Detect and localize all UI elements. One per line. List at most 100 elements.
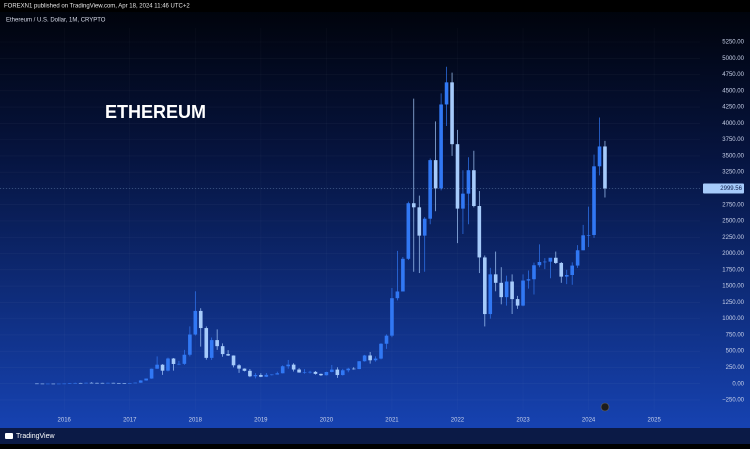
candle-body — [220, 346, 225, 355]
candle-body — [122, 383, 127, 384]
candle-body — [286, 364, 290, 367]
y-tick-label: 1750.00 — [722, 267, 744, 273]
y-tick-label: 1250.00 — [722, 300, 744, 306]
candle-body — [204, 328, 209, 358]
candle-body — [198, 310, 203, 329]
candle-body — [171, 358, 176, 364]
candle-body — [575, 250, 580, 266]
candle-body — [302, 371, 307, 373]
candle-body — [493, 274, 498, 283]
y-tick-label: 4250.00 — [722, 105, 744, 111]
candle-body — [35, 383, 39, 385]
candle-body — [428, 160, 432, 219]
candle-body — [532, 265, 536, 280]
y-tick-label: 2000.00 — [722, 251, 744, 257]
candle-body — [100, 382, 105, 384]
candle-body — [155, 364, 159, 369]
candle-body — [422, 218, 427, 236]
icon — [600, 402, 610, 412]
y-tick-label: 4000.00 — [722, 121, 744, 127]
last-price-label: 2999.56 — [720, 186, 742, 192]
annotation: ETHEREUM — [105, 102, 206, 122]
symbol-title: Ethereum / U.S. Dollar, 1M, CRYPTO — [6, 18, 106, 24]
y-tick-label: 2250.00 — [722, 235, 744, 241]
y-tick-label: 500.00 — [726, 349, 745, 355]
candle-body — [177, 363, 181, 365]
candle-body — [330, 369, 334, 372]
candle-body — [346, 368, 351, 371]
candle-body — [133, 382, 138, 384]
y-tick-label: 5000.00 — [722, 56, 744, 62]
candle-body — [581, 235, 585, 251]
candle-body — [526, 279, 531, 281]
candle-body — [56, 383, 61, 385]
candle-body — [40, 383, 45, 385]
y-tick-label: 750.00 — [726, 332, 745, 338]
candle-body — [117, 382, 121, 384]
candle-body — [73, 382, 77, 384]
candle-body — [160, 364, 165, 371]
x-tick-label: 2020 — [320, 418, 334, 424]
candle-body — [209, 340, 214, 358]
candle-body — [570, 265, 574, 276]
candle-body — [401, 258, 405, 292]
candle-body — [537, 261, 542, 266]
candle-body — [395, 291, 400, 299]
candle-body — [138, 380, 143, 383]
y-tick-label: 1000.00 — [722, 316, 744, 322]
candle-body — [231, 355, 236, 366]
candle-body — [543, 261, 547, 263]
candle-body — [433, 160, 438, 189]
candle-body — [483, 257, 487, 315]
candle-body — [237, 365, 241, 369]
candle-body — [603, 146, 607, 189]
candle-body — [188, 334, 192, 355]
candle-body — [215, 340, 219, 347]
candle-body — [166, 358, 170, 371]
candle-body — [455, 144, 460, 209]
y-tick-label: −250.00 — [722, 398, 745, 404]
candle-body — [417, 207, 422, 236]
candle-body — [477, 206, 482, 258]
candle-body — [597, 146, 602, 167]
candle-body — [46, 383, 50, 385]
candle-body — [504, 281, 509, 298]
candle-body — [259, 375, 263, 377]
candle-body — [510, 281, 514, 300]
candle-body — [248, 370, 252, 377]
footer-logo — [5, 433, 13, 439]
candle-body — [280, 366, 285, 374]
y-tick-label: 3250.00 — [722, 170, 744, 176]
candle-body — [182, 354, 187, 364]
candle-body — [554, 257, 558, 263]
x-tick-label: 2023 — [516, 418, 530, 424]
y-tick-label: 2500.00 — [722, 219, 744, 225]
x-tick-label: 2017 — [123, 418, 137, 424]
y-tick-label: 4750.00 — [722, 72, 744, 78]
x-tick-label: 2022 — [451, 418, 465, 424]
y-tick-label: 2750.00 — [722, 202, 744, 208]
candle-body — [411, 203, 416, 208]
candle-body — [291, 364, 296, 370]
x-tick-label: 2019 — [254, 418, 268, 424]
candle-body — [193, 310, 198, 335]
candle-body — [297, 369, 301, 373]
candle-body — [144, 378, 148, 381]
candle-body — [313, 371, 318, 374]
candle-body — [149, 368, 154, 379]
candle-body — [515, 299, 520, 306]
candle-body — [95, 382, 99, 384]
y-tick-label: 3750.00 — [722, 137, 744, 143]
y-tick-label: 5250.00 — [722, 40, 744, 46]
x-tick-label: 2024 — [582, 418, 596, 424]
candle-body — [84, 382, 88, 384]
y-tick-label: 0.00 — [732, 381, 744, 387]
candle-body — [275, 373, 280, 375]
candle-body — [592, 166, 596, 235]
plot: −250.00 0.00 250.00 500.00 750.00 1000.00 1250… — [0, 28, 745, 424]
candle-body — [406, 203, 411, 259]
candle-body — [368, 355, 372, 361]
candle-body — [439, 104, 443, 189]
